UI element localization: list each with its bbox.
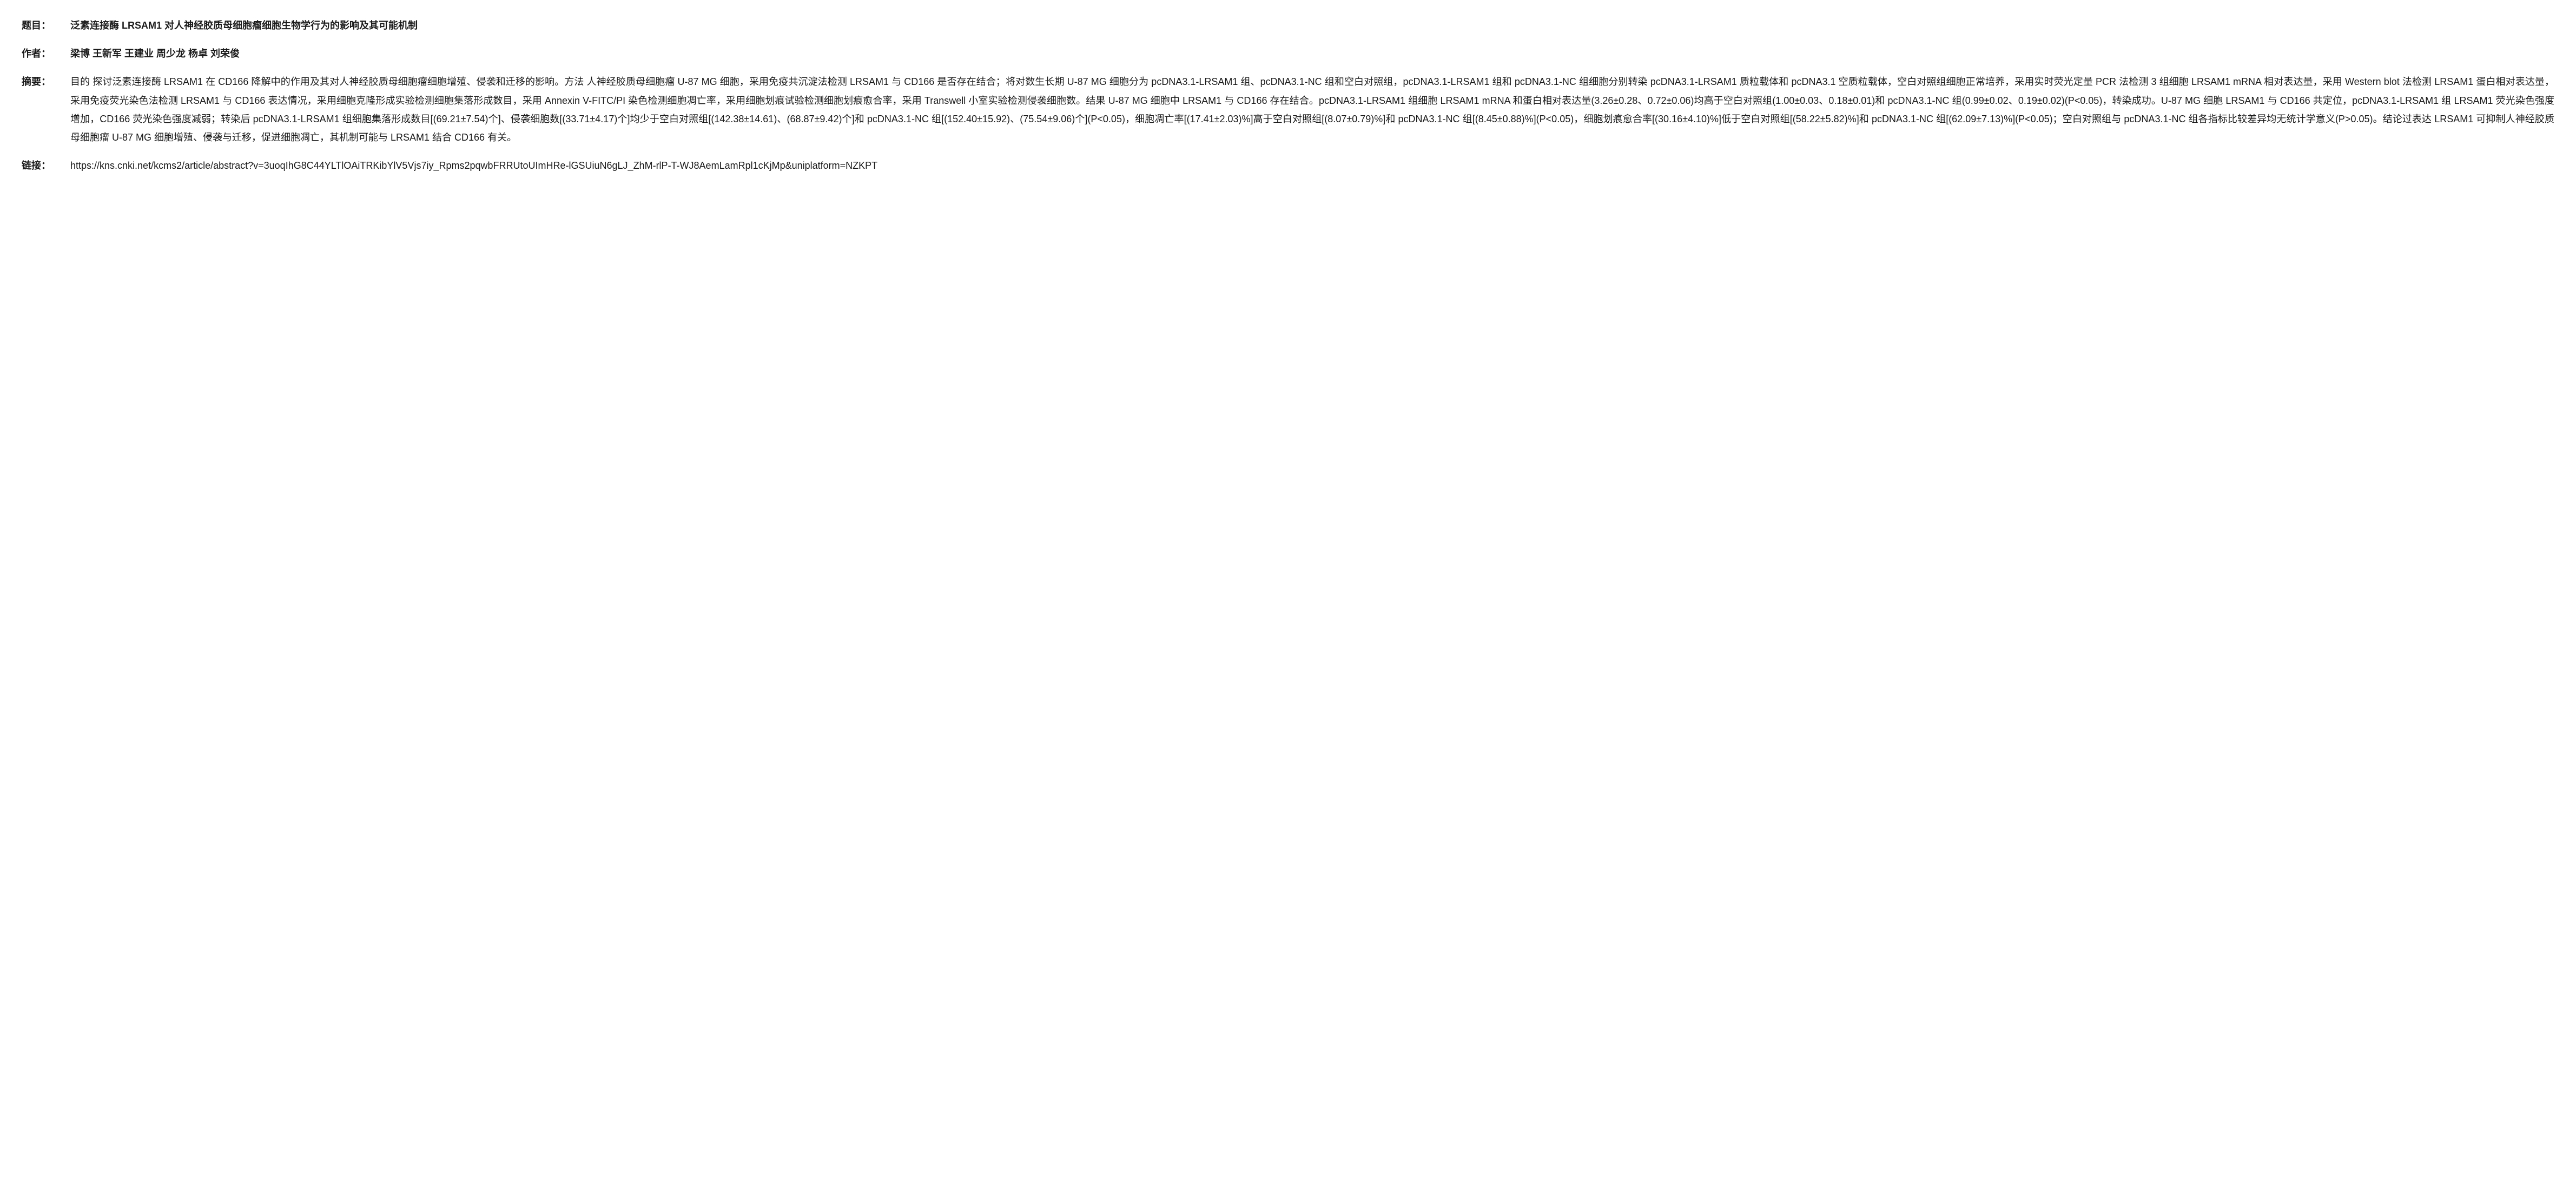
authors-row: 作者： 梁博 王新军 王建业 周少龙 杨卓 刘荣俊 bbox=[22, 44, 2554, 63]
title-label: 题目： bbox=[22, 16, 70, 35]
link-row: 链接： https://kns.cnki.net/kcms2/article/a… bbox=[22, 156, 2554, 175]
link-label: 链接： bbox=[22, 156, 70, 175]
authors-label: 作者： bbox=[22, 44, 70, 63]
abstract-row: 摘要： 目的 探讨泛素连接酶 LRSAM1 在 CD166 降解中的作用及其对人… bbox=[22, 72, 2554, 147]
abstract-value: 目的 探讨泛素连接酶 LRSAM1 在 CD166 降解中的作用及其对人神经胶质… bbox=[70, 72, 2554, 147]
title-value: 泛素连接酶 LRSAM1 对人神经胶质母细胞瘤细胞生物学行为的影响及其可能机制 bbox=[70, 16, 2554, 35]
authors-value: 梁博 王新军 王建业 周少龙 杨卓 刘荣俊 bbox=[70, 44, 2554, 63]
title-row: 题目： 泛素连接酶 LRSAM1 对人神经胶质母细胞瘤细胞生物学行为的影响及其可… bbox=[22, 16, 2554, 35]
link-value: https://kns.cnki.net/kcms2/article/abstr… bbox=[70, 156, 2554, 175]
abstract-label: 摘要： bbox=[22, 72, 70, 91]
